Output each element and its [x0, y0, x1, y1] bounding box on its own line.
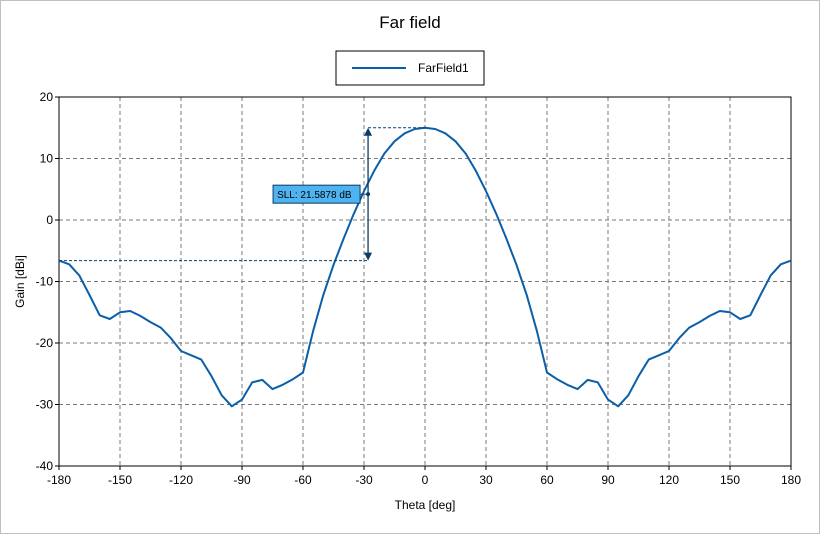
sll-annotation[interactable]: SLL: 21.5878 dB — [59, 127, 425, 262]
chart-title: Far field — [379, 13, 440, 32]
y-tick-label: -40 — [36, 459, 54, 473]
x-tick-label: 150 — [720, 473, 740, 487]
sll-callout-box[interactable] — [272, 184, 361, 204]
x-tick-label: -180 — [47, 473, 71, 487]
x-tick-label: -90 — [233, 473, 251, 487]
y-tick-label: 10 — [40, 152, 54, 166]
sll-arrow-up-head — [364, 127, 373, 136]
x-tick-label: -30 — [355, 473, 373, 487]
x-tick-label: -120 — [169, 473, 193, 487]
x-axis-ticks: -180 -150 -120 -90 -60 -30 0 30 60 90 120 150 180 — [47, 466, 801, 487]
x-tick-label: 180 — [781, 473, 801, 487]
x-tick-label: -150 — [108, 473, 132, 487]
x-axis-label: Theta [deg] — [395, 498, 456, 512]
y-tick-label: 20 — [40, 90, 54, 104]
y-axis-ticks: 20 10 0 -10 -20 -30 -40 — [36, 90, 59, 473]
grid — [59, 97, 791, 466]
x-tick-label: 60 — [540, 473, 554, 487]
y-tick-label: 0 — [46, 213, 53, 227]
sll-arrow-down-head — [364, 252, 373, 261]
y-tick-label: -10 — [36, 275, 54, 289]
x-tick-label: 90 — [601, 473, 615, 487]
legend[interactable]: FarField1 — [335, 50, 485, 86]
x-tick-label: 120 — [659, 473, 679, 487]
y-tick-label: -20 — [36, 336, 54, 350]
x-tick-label: 0 — [422, 473, 429, 487]
y-axis-label: Gain [dBi] — [13, 255, 27, 308]
legend-label-farfield1: FarField1 — [418, 61, 469, 75]
y-tick-label: -30 — [36, 398, 54, 412]
sll-callout-label: SLL: 21.5878 dB — [277, 190, 352, 201]
x-tick-label: -60 — [294, 473, 312, 487]
x-tick-label: 30 — [479, 473, 493, 487]
